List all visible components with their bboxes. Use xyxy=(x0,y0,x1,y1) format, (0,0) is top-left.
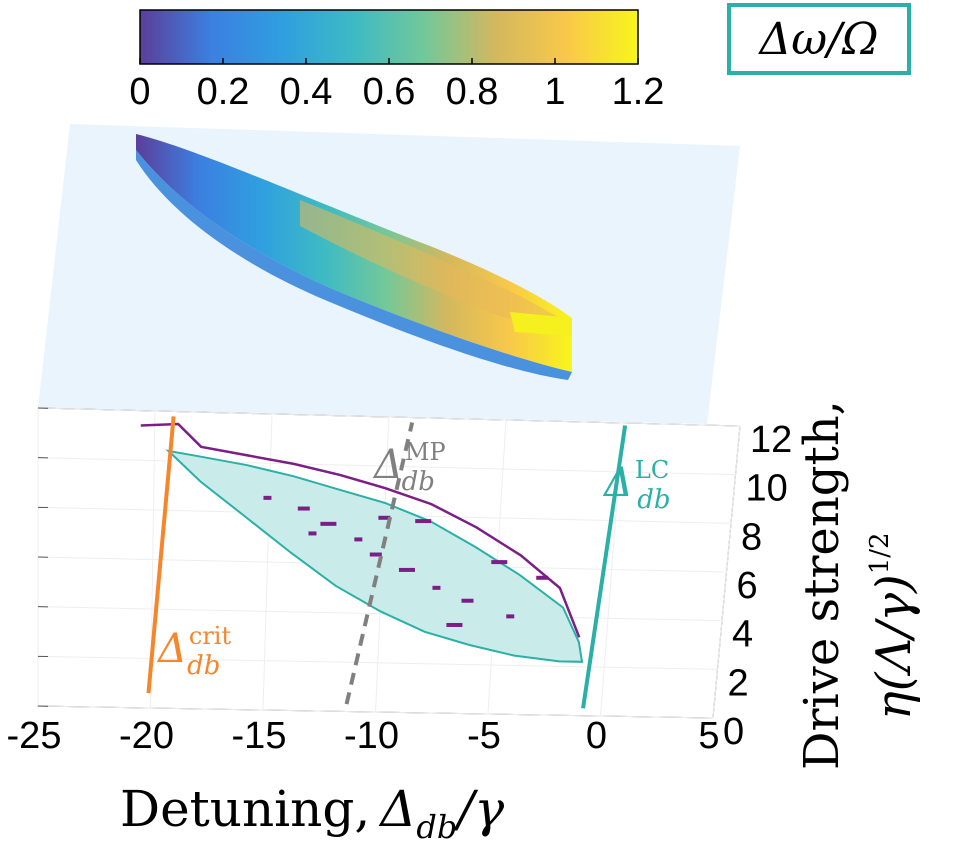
grid-line-y xyxy=(37,705,714,719)
y-tick-label: 2 xyxy=(728,662,749,704)
grid-line-y xyxy=(37,606,723,622)
mp-line xyxy=(344,422,415,705)
contour-speck xyxy=(297,506,310,511)
contour-outline xyxy=(140,422,581,638)
colorbar-label-box: Δω/Ω xyxy=(727,3,911,75)
y-axis-label-line2: η(Λ/γ)1/2 xyxy=(865,532,922,720)
colorbar-tick-label: 1.2 xyxy=(612,71,665,113)
colorbar-ticks: 0 0.2 0.4 0.6 0.8 1 1.2 xyxy=(129,58,664,113)
y-tick-label: 8 xyxy=(741,516,762,558)
x-axis-label: Detuning, Δdb/γ xyxy=(120,780,504,843)
surface-ridge xyxy=(300,200,570,330)
x-ticks: -25 -20 -15 -10 -5 0 5 xyxy=(7,715,720,757)
colorbar-tick-label: 1 xyxy=(544,71,565,113)
x-tick-label: -5 xyxy=(467,715,501,757)
colorbar-tick-label: 0.6 xyxy=(363,71,416,113)
contour-speck xyxy=(415,519,432,524)
colorbar-tick-label: 0 xyxy=(129,71,150,113)
contour-speck xyxy=(369,552,382,557)
y-tick-label: 12 xyxy=(750,419,792,461)
contour-speck xyxy=(320,521,337,526)
colorbar-label: Δω/Ω xyxy=(759,13,879,65)
lc-line xyxy=(581,425,628,709)
contour-speck xyxy=(461,598,474,603)
surface-peak xyxy=(510,312,572,336)
contour-speck xyxy=(398,567,415,572)
x-tick-label: -20 xyxy=(119,715,174,757)
annotation-crit: Δcrit db xyxy=(156,622,231,681)
contour-speck xyxy=(491,560,508,565)
x-tick-label: 5 xyxy=(698,715,719,757)
colorbar-tick-label: 0.8 xyxy=(446,71,499,113)
crit-line xyxy=(146,416,176,694)
colorbar-tick-label: 0.4 xyxy=(280,71,333,113)
contour-speck xyxy=(446,622,463,627)
colorbar xyxy=(139,9,639,65)
x-tick-label: 0 xyxy=(586,715,607,757)
y-axis-label: Drive strength, η(Λ/γ)1/2 xyxy=(794,400,922,770)
grid-line-y xyxy=(37,407,741,427)
contour-speck xyxy=(308,531,317,536)
y-tick-label: 10 xyxy=(746,468,788,510)
contour-speck xyxy=(354,537,363,542)
y-tick-label: 4 xyxy=(732,614,753,656)
surface-3d xyxy=(136,134,572,380)
x-tick-label: -25 xyxy=(7,715,62,757)
x-tick-label: -15 xyxy=(232,715,287,757)
contour-speck xyxy=(378,515,391,520)
y-ticks: 0 2 4 6 8 10 12 xyxy=(723,419,792,753)
contour-specks xyxy=(263,495,549,627)
annotation-lc: ΔLC db xyxy=(602,456,671,515)
contour-speck xyxy=(536,575,549,580)
annotation-mp: ΔMP db xyxy=(372,438,446,497)
x-tick-label: -10 xyxy=(344,715,399,757)
contour-speck xyxy=(432,585,441,590)
y-tick-label: 0 xyxy=(723,711,744,753)
contour-speck xyxy=(263,495,272,500)
colorbar-tick-label: 0.2 xyxy=(197,71,250,113)
y-tick-label: 6 xyxy=(737,565,758,607)
contour-speck xyxy=(506,614,515,619)
y-axis-label-line1: Drive strength, xyxy=(794,400,850,770)
